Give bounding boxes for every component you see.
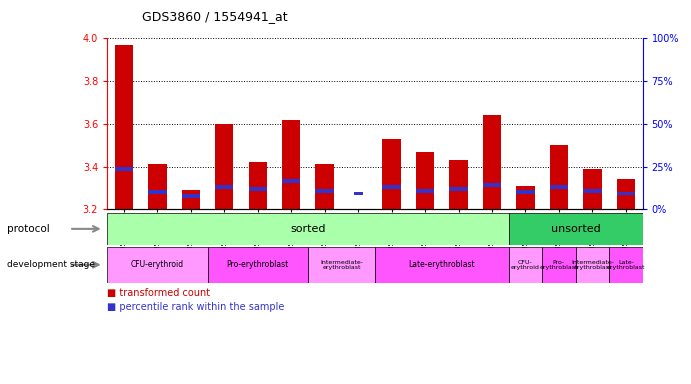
Bar bbox=[316, 164, 334, 209]
Bar bbox=[416, 189, 434, 193]
Bar bbox=[550, 145, 568, 209]
Bar bbox=[182, 194, 200, 197]
Bar bbox=[115, 45, 133, 209]
Bar bbox=[148, 164, 167, 209]
Text: Intermediate-
erythroblast: Intermediate- erythroblast bbox=[571, 260, 614, 270]
Bar bbox=[516, 186, 535, 209]
Bar bbox=[282, 179, 301, 182]
Bar bbox=[416, 152, 434, 209]
Text: Pro-erythroblast: Pro-erythroblast bbox=[227, 260, 289, 269]
Text: Late-
erythroblast: Late- erythroblast bbox=[607, 260, 645, 270]
Bar bbox=[609, 247, 643, 283]
Bar bbox=[576, 247, 609, 283]
Bar bbox=[207, 247, 308, 283]
Text: unsorted: unsorted bbox=[551, 224, 600, 234]
Bar bbox=[483, 183, 501, 187]
Bar bbox=[583, 189, 602, 193]
Bar bbox=[509, 213, 643, 245]
Bar bbox=[215, 185, 234, 189]
Text: protocol: protocol bbox=[7, 224, 50, 234]
Text: Intermediate-
erythroblast: Intermediate- erythroblast bbox=[320, 260, 363, 270]
Bar bbox=[249, 162, 267, 209]
Bar bbox=[308, 247, 375, 283]
Text: development stage: development stage bbox=[7, 260, 95, 269]
Bar bbox=[550, 185, 568, 189]
Bar bbox=[316, 189, 334, 193]
Text: Late-erythroblast: Late-erythroblast bbox=[408, 260, 475, 269]
Text: GDS3860 / 1554941_at: GDS3860 / 1554941_at bbox=[142, 10, 287, 23]
Bar bbox=[215, 124, 234, 209]
Bar bbox=[382, 139, 401, 209]
Text: CFU-erythroid: CFU-erythroid bbox=[131, 260, 184, 269]
Bar bbox=[282, 119, 301, 209]
Bar bbox=[354, 192, 363, 195]
Bar bbox=[616, 179, 635, 209]
Bar bbox=[616, 192, 635, 195]
Bar bbox=[509, 247, 542, 283]
Bar bbox=[107, 213, 509, 245]
Bar bbox=[249, 187, 267, 191]
Bar bbox=[449, 160, 468, 209]
Bar bbox=[148, 190, 167, 194]
Bar bbox=[483, 115, 501, 209]
Bar bbox=[542, 247, 576, 283]
Text: CFU-
erythroid: CFU- erythroid bbox=[511, 260, 540, 270]
Text: ■ percentile rank within the sample: ■ percentile rank within the sample bbox=[107, 302, 285, 312]
Text: sorted: sorted bbox=[290, 224, 325, 234]
Bar bbox=[115, 167, 133, 171]
Bar bbox=[107, 247, 207, 283]
Bar bbox=[182, 190, 200, 209]
Bar bbox=[583, 169, 602, 209]
Text: ■ transformed count: ■ transformed count bbox=[107, 288, 210, 298]
Text: Pro-
erythroblast: Pro- erythroblast bbox=[540, 260, 578, 270]
Bar bbox=[516, 190, 535, 194]
Bar bbox=[375, 247, 509, 283]
Bar bbox=[382, 185, 401, 189]
Bar bbox=[449, 187, 468, 191]
